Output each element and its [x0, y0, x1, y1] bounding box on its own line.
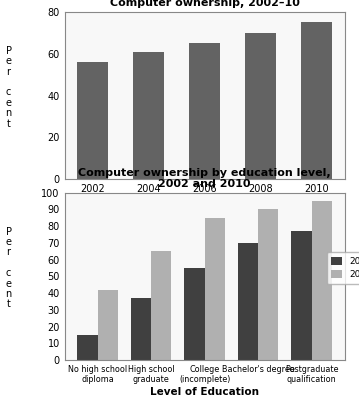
Bar: [238, 243, 258, 360]
Bar: [77, 335, 98, 360]
Bar: [205, 218, 225, 360]
Bar: [98, 290, 118, 360]
Bar: [131, 298, 151, 360]
Bar: [291, 231, 312, 360]
Text: P
e
r
 
c
e
n
t: P e r c e n t: [5, 46, 12, 129]
Bar: [301, 22, 332, 179]
Bar: [312, 201, 332, 360]
Title: Computer ownership by education level,
2002 and 2010: Computer ownership by education level, 2…: [78, 168, 331, 189]
Text: P
e
r
 
c
e
n
t: P e r c e n t: [5, 226, 12, 309]
Title: Computer ownership, 2002–10: Computer ownership, 2002–10: [110, 0, 299, 8]
X-axis label: Level of Education: Level of Education: [150, 387, 259, 397]
Bar: [245, 33, 276, 179]
X-axis label: Year: Year: [192, 197, 218, 207]
Bar: [77, 62, 108, 179]
Bar: [133, 52, 164, 179]
Bar: [189, 43, 220, 179]
Legend: 2002, 2010: 2002, 2010: [327, 252, 359, 284]
Bar: [184, 268, 205, 360]
Bar: [258, 210, 279, 360]
Bar: [151, 251, 172, 360]
